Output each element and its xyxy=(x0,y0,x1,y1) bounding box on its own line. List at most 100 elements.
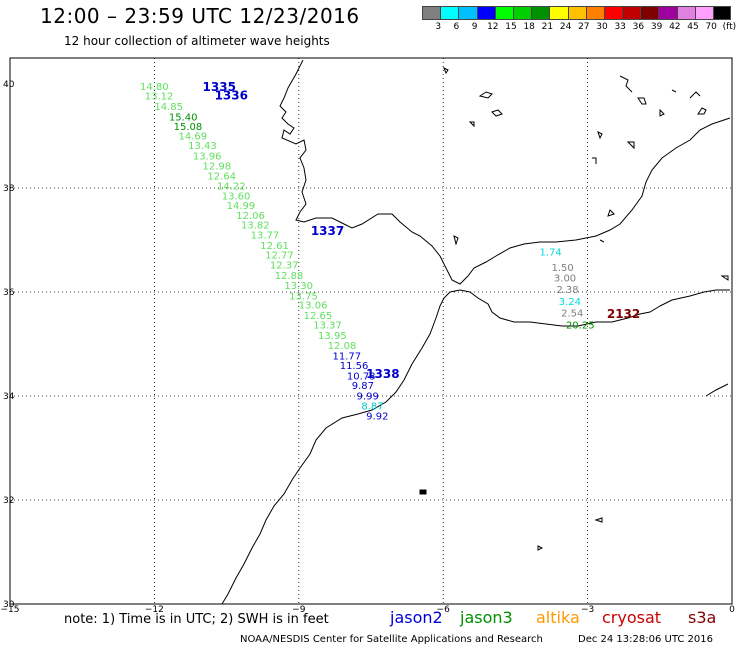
wave-height-value: 12.65 xyxy=(304,311,333,322)
color-scale-label: 15 xyxy=(505,22,517,32)
lon-tick-label: −9 xyxy=(292,605,306,615)
legend-item: s3a xyxy=(688,608,717,627)
color-scale-label: 36 xyxy=(632,22,645,32)
wave-height-value: 13.82 xyxy=(241,221,270,232)
wave-height-value: 13.43 xyxy=(188,141,217,152)
timestamp: Dec 24 13:28:06 UTC 2016 xyxy=(578,634,713,645)
color-scale-label: 12 xyxy=(487,22,499,32)
legend-item: cryosat xyxy=(602,608,662,627)
wave-height-value: 13.96 xyxy=(193,151,222,162)
color-swatch xyxy=(694,6,713,20)
color-swatch xyxy=(658,6,677,20)
color-scale-label: (ft) xyxy=(722,22,737,32)
lon-tick-label: −6 xyxy=(437,605,451,615)
credit-line: NOAA/NESDIS Center for Satellite Applica… xyxy=(240,634,543,645)
coastline xyxy=(221,59,731,605)
lon-tick-label: −3 xyxy=(581,605,594,615)
color-scale-label: 21 xyxy=(541,22,554,32)
color-scale-label: 18 xyxy=(523,22,535,32)
color-swatch xyxy=(622,6,641,20)
mediterranean-coast-east xyxy=(659,289,730,307)
wave-height-value: 15.08 xyxy=(174,122,203,133)
pass-id-label: 1337 xyxy=(311,224,344,238)
wave-height-value: 14.69 xyxy=(178,132,207,143)
wave-height-value: 2.54 xyxy=(561,308,583,319)
color-scale-label: 30 xyxy=(596,22,608,32)
wave-height-value: 1.50 xyxy=(552,263,574,274)
wave-height-value: 10.73 xyxy=(347,371,376,382)
color-swatch xyxy=(440,6,459,20)
wave-height-value: 3.00 xyxy=(554,274,576,285)
color-swatch xyxy=(494,6,513,20)
color-swatch xyxy=(676,6,695,20)
wave-height-value: 13.95 xyxy=(318,331,347,342)
wave-height-value: 3.24 xyxy=(559,297,581,308)
lat-tick-label: 34 xyxy=(3,392,15,402)
wave-height-value: 11.56 xyxy=(340,361,369,372)
wave-height-value: 9.92 xyxy=(366,411,388,422)
color-swatch xyxy=(603,6,623,20)
wave-height-value: 11.77 xyxy=(332,352,361,363)
color-scale-label: 45 xyxy=(687,22,699,32)
iberia-coastline xyxy=(279,59,731,285)
wave-height-value: 9.99 xyxy=(357,392,379,403)
map-frame xyxy=(9,57,733,605)
color-scale-label: 33 xyxy=(614,22,626,32)
pass-id-label: 1338 xyxy=(366,367,399,381)
wave-height-value: 15.40 xyxy=(169,112,198,123)
pass-id-label: 1336 xyxy=(215,89,248,103)
color-scale-label: 24 xyxy=(559,22,572,32)
axis-labels: −15 −12 −9 −6 −3 0 40 38 36 34 32 30 xyxy=(1,80,736,615)
wave-height-value: 14.22 xyxy=(217,182,246,193)
wave-height-value: 9.87 xyxy=(352,381,374,392)
track-labels: 14.8013.1214.8515.4015.0814.6913.4313.96… xyxy=(140,80,640,423)
wave-height-value: 12.06 xyxy=(236,211,265,222)
wave-height-value: 2.38 xyxy=(556,285,578,296)
color-swatch xyxy=(531,6,550,20)
color-swatch xyxy=(585,6,604,20)
wave-height-value: 14.99 xyxy=(227,201,256,212)
wave-height-value: 13.06 xyxy=(299,301,328,312)
lon-tick-label: −12 xyxy=(145,605,164,615)
wave-height-value: 12.64 xyxy=(207,172,236,183)
wave-height-value: 13.37 xyxy=(313,320,342,331)
wave-height-value: 20.25 xyxy=(566,320,595,331)
color-scale-label: 70 xyxy=(705,22,717,32)
wave-height-value: 1.74 xyxy=(539,248,561,259)
color-swatch xyxy=(713,6,732,20)
color-swatch xyxy=(549,6,568,20)
lon-tick-label: 0 xyxy=(729,605,735,615)
lat-tick-label: 38 xyxy=(3,184,15,194)
map-grid xyxy=(10,58,732,604)
legend-item: jason2 xyxy=(390,608,443,627)
wave-height-value: 13.12 xyxy=(145,92,174,103)
color-swatch xyxy=(567,6,586,20)
wave-height-value: 14.85 xyxy=(154,102,183,113)
lon-tick-label: −15 xyxy=(1,605,20,615)
color-swatch xyxy=(422,6,441,20)
color-scale-label: 6 xyxy=(453,22,460,32)
page-subtitle: 12 hour collection of altimeter wave hei… xyxy=(64,34,330,48)
wave-height-value: 13.77 xyxy=(251,230,280,241)
pass-id-label: 2132 xyxy=(607,307,640,321)
wave-height-value: 13.75 xyxy=(289,291,318,302)
pass-id-label: 1335 xyxy=(203,80,236,94)
lat-tick-label: 40 xyxy=(3,80,15,90)
page-title: 12:00 – 23:59 UTC 12/23/2016 xyxy=(40,4,360,28)
wave-height-value: 14.80 xyxy=(140,82,169,93)
wave-height-value: 13.30 xyxy=(284,281,313,292)
wave-height-value: 12.98 xyxy=(203,161,232,172)
wave-height-value: 12.08 xyxy=(328,341,357,352)
color-scale-label: 42 xyxy=(669,22,681,32)
legend-item: altika xyxy=(536,608,580,627)
color-swatch xyxy=(512,6,532,20)
wave-height-value: 12.88 xyxy=(275,271,304,282)
color-scale-label: 39 xyxy=(650,22,663,32)
wave-height-value: 12.61 xyxy=(260,241,289,252)
africa-coastline xyxy=(221,289,729,605)
wave-height-value: 13.60 xyxy=(222,191,251,202)
color-scale-bar xyxy=(422,6,732,20)
wave-height-value: 12.37 xyxy=(270,261,299,272)
color-scale-labels: 3 6 9 12 15 18 21 24 27 30 33 36 39 42 45 70 (ft) xyxy=(422,22,736,34)
color-swatch xyxy=(640,6,659,20)
